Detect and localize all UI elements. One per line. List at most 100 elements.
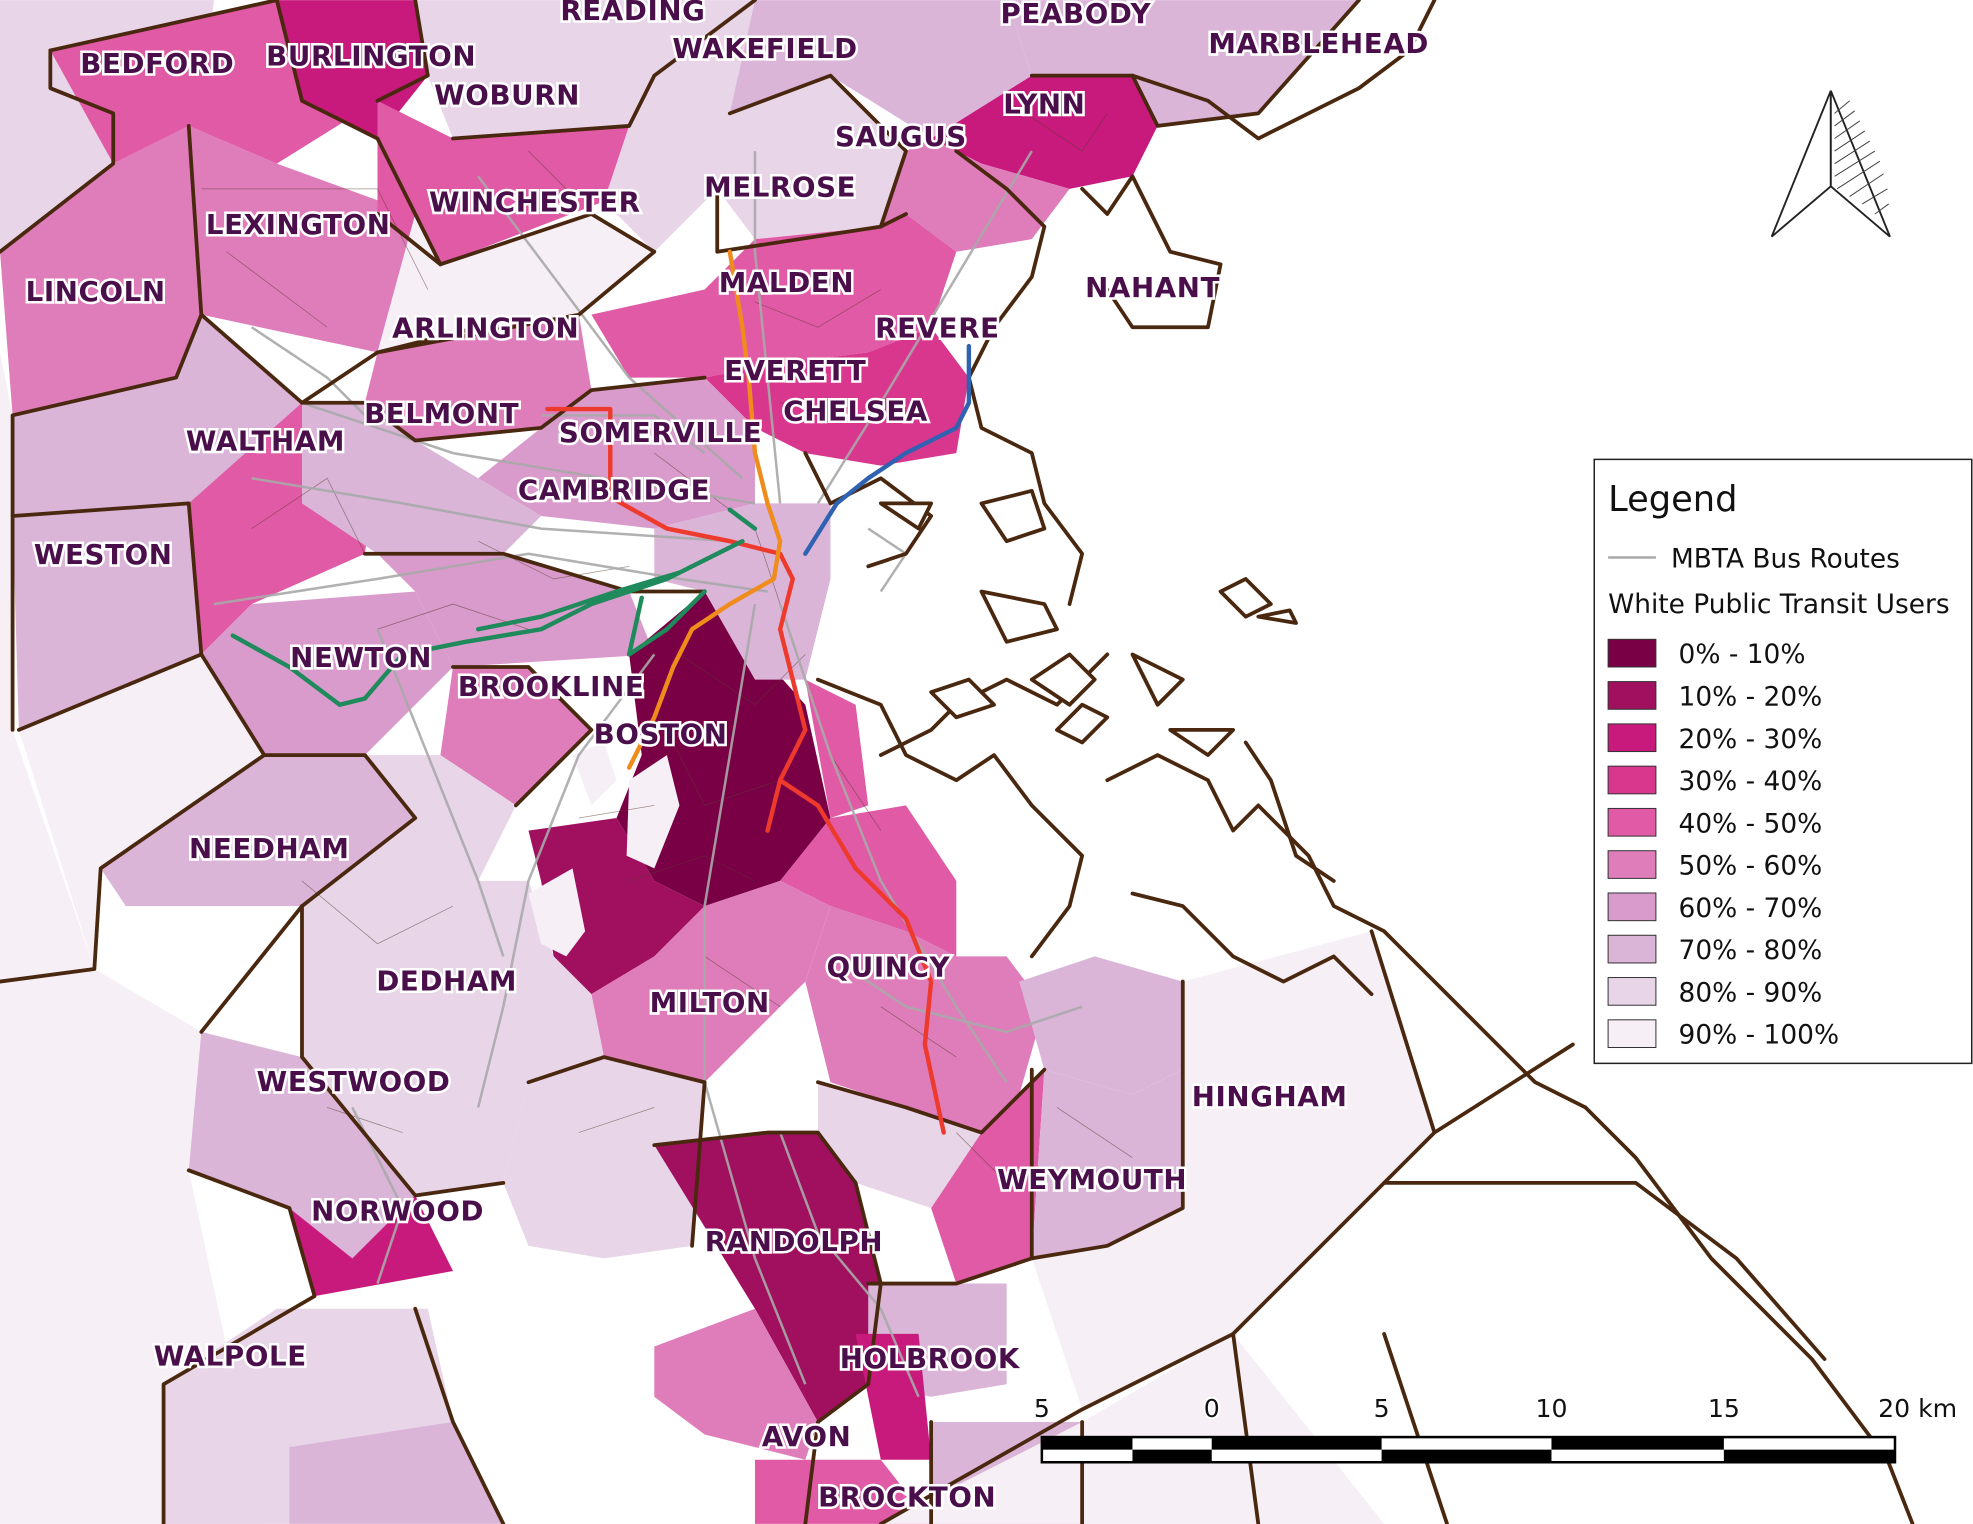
rapid-transit-lines	[230, 249, 972, 1135]
legend-swatch	[1607, 807, 1657, 837]
town-label-malden: MALDEN	[719, 266, 854, 299]
town-label-lincoln: LINCOLN	[26, 275, 166, 308]
fill-region	[0, 352, 95, 982]
municipal-boundaries	[0, 0, 1915, 1524]
fill-region	[377, 553, 655, 667]
boundary-line	[1231, 1042, 1575, 1524]
town-label-milton: MILTON	[650, 986, 770, 1019]
legend-class-label: 20% - 30%	[1679, 724, 1823, 755]
scale-bar: 5 0 5 10 15 20 km	[1032, 1392, 1959, 1464]
island	[1055, 702, 1110, 745]
north-arrow-icon	[1770, 90, 1891, 238]
scale-ticks: 5 0 5 10 15 20 km	[1032, 1392, 1959, 1425]
scale-tick-label: 10	[1535, 1394, 1567, 1423]
town-label-weymouth: WEYMOUTH	[997, 1163, 1187, 1196]
scale-segment	[1381, 1449, 1552, 1463]
fill-region	[1031, 1132, 1435, 1410]
boundary-line	[274, 0, 443, 267]
fill-region	[276, 0, 428, 139]
legend-swatch	[1607, 977, 1657, 1006]
bus-route	[778, 603, 1008, 1083]
town-label-melrose: MELROSE	[704, 170, 856, 203]
fill-region	[880, 1333, 1385, 1524]
fill-region	[1006, 0, 1359, 126]
scale-tick-label: 5	[1034, 1394, 1050, 1423]
fill-region	[855, 1333, 932, 1460]
boundary-line	[526, 1055, 707, 1248]
fill-region	[188, 125, 416, 353]
legend-class-label: 40% - 50%	[1679, 808, 1823, 839]
bus-route	[251, 477, 730, 543]
bus-route	[476, 653, 656, 1108]
boundary-line	[451, 665, 594, 808]
fill-region	[188, 1031, 416, 1259]
boundary-line	[0, 652, 267, 984]
boundary-line	[199, 312, 481, 405]
legend-class-label: 80% - 90%	[1679, 977, 1823, 1008]
fill-region	[754, 1459, 932, 1524]
fill-region	[100, 755, 416, 907]
town-label-avon: AVON	[762, 1420, 852, 1453]
town-label-burlington: BURLINGTON	[266, 40, 476, 73]
fill-region	[440, 666, 592, 806]
island	[1168, 728, 1236, 757]
orange-line	[626, 249, 783, 770]
bus-route	[250, 326, 379, 429]
town-label-holbrook: HOLBROOK	[840, 1342, 1021, 1375]
legend-swatch	[1607, 850, 1657, 879]
town-label-norwood: NORWOOD	[311, 1195, 484, 1228]
fill-region	[591, 214, 957, 378]
fill-region	[880, 138, 1070, 252]
scale-tick-label: 5	[1374, 1394, 1390, 1423]
boundary-line	[363, 551, 707, 594]
legend-class-label: 10% - 20%	[1679, 682, 1823, 713]
island	[1130, 652, 1185, 707]
blue-line	[803, 343, 972, 556]
bus-route	[376, 628, 505, 957]
coastline	[1130, 891, 1374, 997]
town-label-belmont: BELMONT	[364, 397, 519, 430]
town-label-nahant: NAHANT	[1085, 271, 1220, 304]
coastline	[1243, 740, 1336, 883]
town-label-woburn: WOBURN	[434, 79, 580, 112]
town-label-cambridge: CAMBRIDGE	[518, 474, 710, 507]
fill-region	[163, 1308, 453, 1524]
boundary-line	[1029, 0, 1361, 128]
town-label-marblehead: MARBLEHEAD	[1208, 27, 1429, 60]
town-label-bedford: BEDFORD	[80, 47, 234, 80]
green-line	[230, 507, 758, 707]
town-label-winchester: WINCHESTER	[429, 185, 641, 218]
fill-region	[201, 591, 453, 756]
fill-region	[364, 755, 516, 881]
bus-route	[816, 150, 1033, 505]
town-label-peabody: PEABODY	[1001, 0, 1152, 30]
fill-region	[0, 125, 202, 416]
town-label-boston: BOSTON	[594, 718, 728, 751]
fill-region	[18, 654, 265, 969]
legend-swatch	[1607, 723, 1657, 753]
fill-region	[805, 679, 869, 818]
town-label-newton: NEWTON	[290, 641, 432, 674]
fill-region	[1031, 1069, 1183, 1259]
town-label-somerville: SOMERVILLE	[559, 416, 762, 449]
fill-region	[0, 968, 202, 1334]
bus-routes	[213, 150, 1083, 1398]
boundary-line	[727, 73, 908, 229]
fill-region	[377, 214, 655, 353]
fill-region	[289, 1195, 453, 1297]
legend-title: Legend	[1608, 479, 1737, 520]
town-label-everett: EVERETT	[724, 354, 866, 387]
town-label-quincy: QUINCY	[827, 951, 951, 984]
scale-segment	[1211, 1437, 1382, 1450]
coastline	[816, 677, 1085, 959]
scale-tick-label: 0	[1204, 1394, 1220, 1423]
boundary-line	[1382, 1181, 1827, 1361]
town-label-reading: READING	[560, 0, 705, 27]
boundary-line	[199, 753, 418, 1034]
fill-region	[364, 314, 592, 441]
fill-region	[1019, 956, 1183, 1095]
tract-line	[201, 100, 1133, 1184]
bus-route	[703, 603, 807, 1385]
fill-region	[931, 1069, 1045, 1284]
boundary-line	[375, 0, 430, 103]
